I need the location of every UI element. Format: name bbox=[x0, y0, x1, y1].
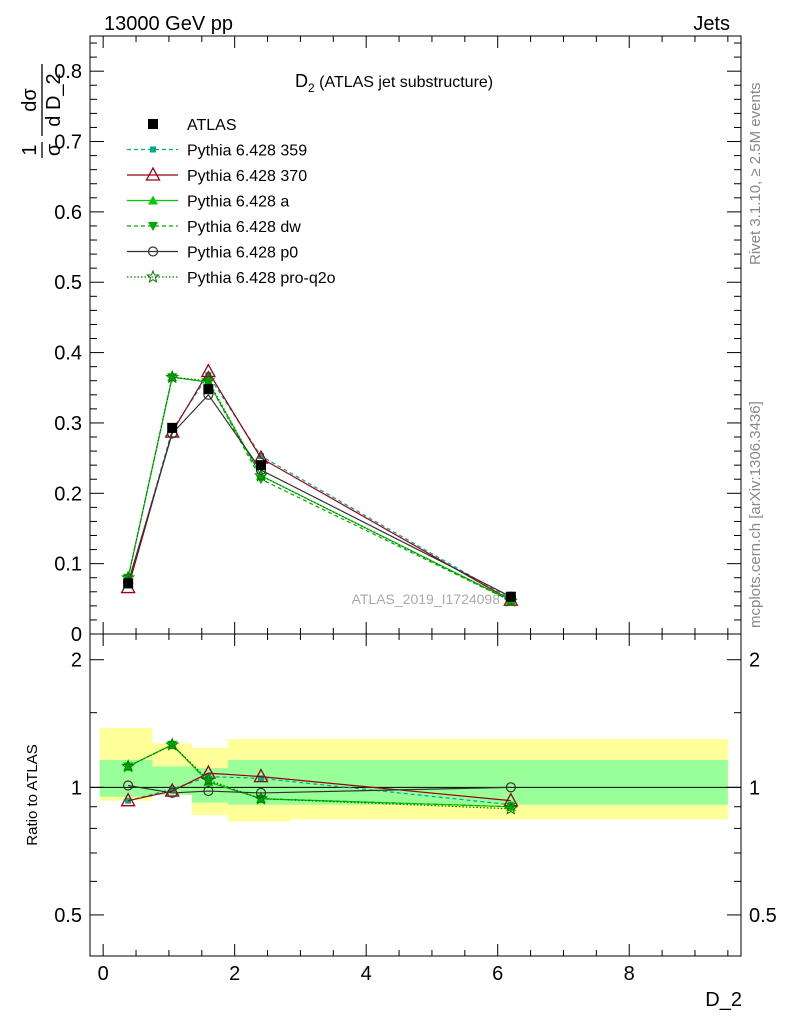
y-tick-label: 0 bbox=[71, 624, 82, 646]
ratio-tick-label-right: 0.5 bbox=[749, 905, 777, 927]
ratio-point-5 bbox=[254, 791, 269, 805]
header-left: 13000 GeV pp bbox=[104, 13, 233, 35]
ratio-uncertainty-bands bbox=[90, 728, 741, 822]
legend-label-atlas: ATLAS bbox=[187, 117, 237, 134]
y-tick-label: 0.7 bbox=[54, 132, 82, 154]
ratio-point-4 bbox=[123, 780, 134, 791]
y-tick-label: 0.3 bbox=[54, 413, 82, 435]
legend-label-2: Pythia 6.428 a bbox=[187, 194, 289, 211]
atlas-data-point bbox=[255, 460, 266, 471]
main-series-group bbox=[120, 363, 519, 607]
ylabel-num-1: 1 bbox=[19, 144, 41, 155]
ratio-frame bbox=[89, 633, 742, 957]
y-tick-label: 0.8 bbox=[54, 61, 82, 83]
ylabel-den-sigma: σ bbox=[43, 143, 65, 156]
series-point-5 bbox=[201, 373, 216, 387]
title-subscript: 2 bbox=[308, 81, 315, 95]
ratio-point-4 bbox=[203, 785, 214, 797]
ratio-point-4 bbox=[505, 782, 516, 793]
ratio-tick-label: 0.5 bbox=[54, 905, 82, 927]
ratio-tick-label-right: 2 bbox=[749, 650, 760, 672]
series-line-5 bbox=[127, 376, 512, 602]
ylabel-dden: d D_2 bbox=[43, 73, 65, 126]
legend-label-3: Pythia 6.428 dw bbox=[187, 219, 301, 236]
x-tick-label: 2 bbox=[229, 963, 240, 985]
legend-label-5: Pythia 6.428 pro-q2o bbox=[187, 270, 336, 287]
x-tick-label: 0 bbox=[98, 963, 109, 985]
y-tick-label: 0.5 bbox=[54, 272, 82, 294]
header-right: Jets bbox=[693, 13, 730, 35]
legend-label-4: Pythia 6.428 p0 bbox=[187, 245, 298, 262]
ratio-point-3 bbox=[505, 802, 516, 812]
legend-label-0: Pythia 6.428 359 bbox=[187, 143, 307, 160]
ratio-point-1 bbox=[253, 768, 269, 783]
analysis-watermark: ATLAS_2019_I1724098 bbox=[352, 591, 501, 607]
legend-marker-4 bbox=[147, 246, 159, 257]
ratio-point-0 bbox=[257, 775, 264, 782]
ratio-line-0 bbox=[127, 775, 511, 806]
ylabel-dnum: dσ bbox=[19, 88, 41, 112]
series-line-1 bbox=[127, 370, 512, 601]
ratio-point-5 bbox=[503, 801, 518, 815]
side-label-bottom: mcplots.cern.ch [arXiv:1306.3436] bbox=[747, 401, 764, 628]
legend-marker-5 bbox=[146, 269, 160, 284]
title-rest: (ATLAS jet substructure) bbox=[315, 74, 493, 91]
x-tick-label: 6 bbox=[492, 963, 503, 985]
axis-ticks: 0 2 4 6 8 0 0.1 0.2 0.3 0.4 0.5 0.6 0.7 0.8 0.5 0.5 1 1 2 2 bbox=[54, 36, 777, 985]
ratio-point-5 bbox=[121, 759, 136, 773]
ratio-series-group bbox=[120, 737, 519, 815]
ratio-point-1 bbox=[120, 792, 136, 807]
atlas-data-point bbox=[505, 591, 516, 602]
y-axis-label-ratio: Ratio to ATLAS bbox=[24, 744, 41, 845]
series-point-1 bbox=[200, 363, 216, 378]
legend-marker-1 bbox=[145, 166, 161, 181]
x-axis-label: D_2 bbox=[705, 989, 742, 1011]
y-tick-label: 0.4 bbox=[54, 343, 82, 365]
ratio-line-4 bbox=[128, 784, 511, 794]
legend-marker-2 bbox=[148, 195, 158, 205]
legend: ATLAS Pythia 6.428 359 Pythia 6.428 370 Pyt… bbox=[127, 117, 336, 287]
y-tick-label: 0.6 bbox=[54, 202, 82, 224]
ratio-tick-label: 2 bbox=[71, 650, 82, 672]
ratio-point-5 bbox=[201, 772, 216, 787]
title-main: D bbox=[295, 71, 308, 91]
legend-label-1: Pythia 6.428 370 bbox=[187, 168, 307, 185]
ratio-point-0 bbox=[169, 786, 176, 793]
series-point-0 bbox=[257, 453, 264, 460]
legend-marker-atlas bbox=[148, 119, 158, 129]
atlas-data-point bbox=[123, 578, 134, 589]
side-label-top: Rivet 3.1.10, ≥ 2.5M events bbox=[747, 83, 764, 266]
ratio-point-5 bbox=[165, 737, 180, 751]
series-point-5 bbox=[254, 468, 269, 482]
y-tick-label: 0.1 bbox=[54, 554, 82, 576]
series-line-4 bbox=[127, 393, 512, 598]
legend-marker-3 bbox=[148, 222, 158, 231]
ratio-tick-label-right: 1 bbox=[749, 777, 760, 799]
ratio-point-4 bbox=[255, 787, 267, 799]
legend-marker-0 bbox=[150, 146, 156, 153]
ratio-point-0 bbox=[205, 773, 212, 780]
x-tick-label: 4 bbox=[361, 963, 372, 985]
y-axis-label-main: 1 σ dσ d D_2 bbox=[19, 64, 65, 158]
atlas-data-point bbox=[203, 384, 214, 395]
y-tick-label: 0.2 bbox=[54, 483, 82, 505]
series-point-5 bbox=[165, 369, 180, 384]
atlas-data-point bbox=[167, 422, 178, 433]
x-tick-label: 8 bbox=[624, 963, 635, 985]
chart-title: D2 (ATLAS jet substructure) bbox=[295, 71, 493, 95]
ratio-tick-label: 1 bbox=[71, 777, 82, 799]
ratio-point-4 bbox=[167, 787, 178, 799]
ratio-line-5 bbox=[127, 744, 511, 810]
